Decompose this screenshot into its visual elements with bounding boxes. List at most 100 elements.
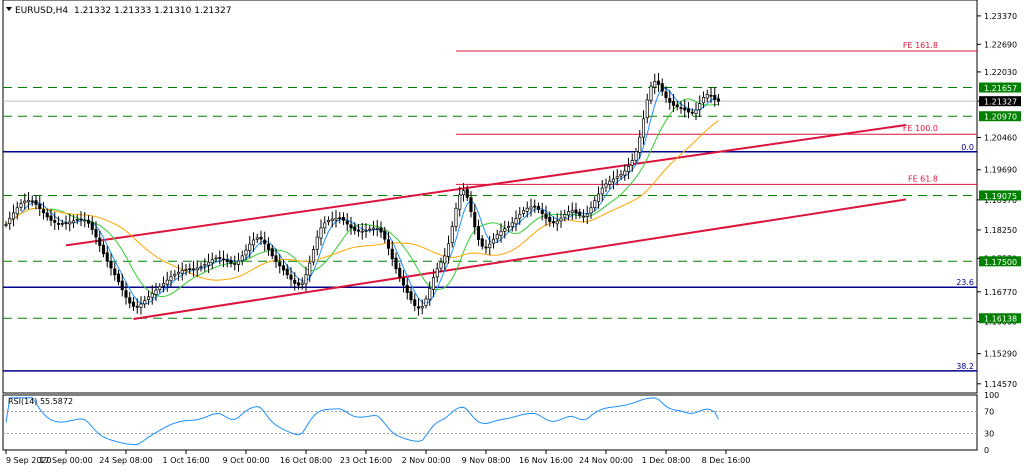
- candle: [653, 73, 657, 95]
- candle: [188, 263, 192, 275]
- candle: [240, 250, 244, 266]
- candle-body: [210, 259, 214, 264]
- rsi-tick-label: 70: [984, 408, 994, 417]
- candle: [461, 183, 466, 202]
- candle-body: [165, 279, 169, 285]
- candle: [480, 235, 484, 250]
- candle: [26, 192, 31, 210]
- candle-body: [101, 244, 106, 255]
- rsi-axis: 100 70 30 0: [984, 391, 999, 455]
- candle: [484, 239, 488, 254]
- time-tick-label: 1 Dec 08:00: [642, 456, 691, 465]
- candle-body: [128, 297, 132, 304]
- candle: [623, 164, 627, 181]
- candle: [315, 230, 319, 256]
- candle-body: [214, 257, 218, 260]
- candle: [401, 270, 406, 293]
- candle-body: [334, 217, 338, 221]
- candle-body: [154, 289, 158, 295]
- candle-body: [23, 200, 27, 204]
- candle-body: [491, 238, 496, 244]
- candle: [428, 281, 432, 306]
- candle: [443, 248, 447, 270]
- candle: [593, 196, 597, 212]
- candle-body: [146, 296, 151, 300]
- candle: [518, 207, 522, 225]
- time-tick-label: 2 Nov 00:00: [402, 456, 451, 465]
- candle-body: [626, 166, 631, 172]
- candle: [334, 210, 338, 228]
- time-tick-label: 8 Dec 16:00: [702, 456, 751, 465]
- candle-body: [694, 109, 698, 114]
- candle: [233, 255, 237, 271]
- candle-body: [263, 239, 267, 245]
- candle: [371, 220, 376, 236]
- candle-body: [41, 209, 46, 214]
- candle-body: [600, 187, 604, 195]
- price-tick-label: 1.23370: [984, 12, 1017, 21]
- candle: [578, 208, 582, 219]
- support-resistance-tag-bg: [979, 313, 1021, 324]
- candle-body: [623, 170, 627, 176]
- time-tick-label: 16 Nov 16:00: [519, 456, 573, 465]
- candle: [71, 214, 76, 229]
- candle-body: [349, 224, 353, 229]
- current-price-tag-bg: [979, 96, 1021, 107]
- candle-body: [578, 211, 582, 216]
- candle-body: [709, 94, 713, 97]
- candle: [53, 212, 57, 230]
- candle-body: [289, 274, 293, 280]
- candle-body: [236, 260, 241, 265]
- candle: [473, 204, 477, 235]
- candle: [600, 179, 604, 202]
- price-pane[interactable]: 0.0 23.6 38.2 FE 161.8 FE 100.0 FE 61.8: [2, 0, 978, 394]
- candle: [570, 202, 574, 220]
- candle: [476, 219, 481, 246]
- support-resistance-tag-bg: [979, 111, 1021, 122]
- candle-body: [690, 111, 694, 114]
- candle: [285, 264, 289, 279]
- candle: [664, 86, 668, 103]
- candle: [540, 202, 544, 221]
- candle-body: [529, 206, 533, 210]
- candle-body: [683, 107, 687, 111]
- candle-body: [446, 243, 451, 257]
- candle: [638, 129, 642, 159]
- candle: [506, 221, 511, 233]
- candle: [548, 211, 552, 227]
- candle: [30, 195, 34, 207]
- candle-body: [413, 299, 417, 306]
- candle-body: [113, 268, 117, 276]
- candle-body: [386, 239, 391, 249]
- candle-body: [653, 81, 657, 88]
- candle-body: [173, 273, 177, 277]
- candle-body: [4, 224, 8, 226]
- time-tick-label: 9 Nov 08:00: [462, 456, 511, 465]
- candle-body: [458, 194, 462, 210]
- candle: [83, 211, 87, 228]
- candle-body: [551, 221, 556, 224]
- candle: [120, 273, 124, 297]
- candle-body: [428, 288, 432, 300]
- price-tick-label: 1.22030: [984, 68, 1017, 77]
- candle: [439, 257, 443, 273]
- candle-body: [503, 228, 507, 232]
- rsi-tick-label: 30: [984, 430, 994, 439]
- dropdown-triangle-icon[interactable]: [6, 7, 12, 11]
- candle: [465, 185, 469, 202]
- candle: [458, 186, 462, 217]
- candle: [349, 216, 353, 235]
- fib-retracement-label: 23.6: [956, 278, 974, 287]
- chart-header: EURUSD,H4 1.21332 1.21333 1.21310 1.2132…: [6, 6, 231, 16]
- fib-retracement-label: 0.0: [961, 143, 974, 152]
- candle-body: [225, 259, 229, 263]
- candle-body: [416, 306, 421, 309]
- candle-body: [139, 303, 143, 308]
- rsi-pane[interactable]: [2, 394, 978, 451]
- price-tick-label: 1.14570: [984, 380, 1017, 389]
- candle: [259, 230, 263, 245]
- channel-line: [65, 124, 907, 247]
